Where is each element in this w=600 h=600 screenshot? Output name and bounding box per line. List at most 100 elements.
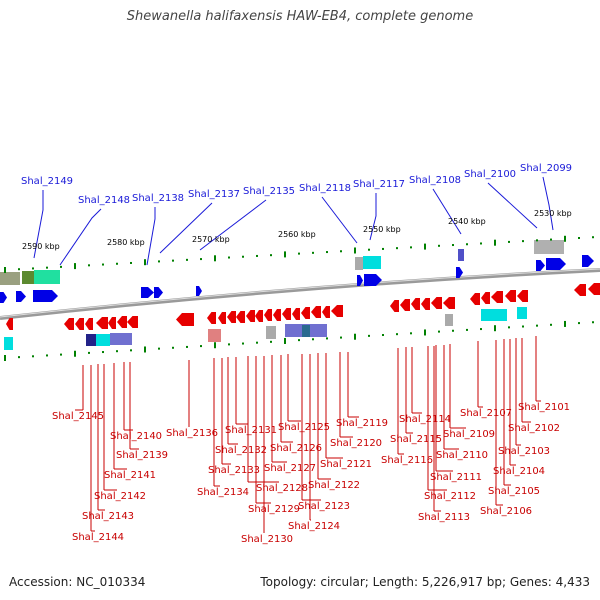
scale-dot [326,337,328,340]
forward-gene-arrow [546,258,566,270]
reverse-gene-arrow [470,293,480,305]
scale-dot [368,248,370,251]
scale-dot [18,356,20,359]
scale-dot [340,250,342,253]
scale-dot [228,343,230,346]
scale-dot [424,329,426,336]
leader-line [321,196,358,244]
gene-label-bottom: Shal_2133 [208,465,260,476]
scale-dot [172,259,174,262]
gene-label-bottom: Shal_2131 [225,425,277,436]
gene-label-bottom: Shal_2110 [436,450,488,461]
scale-tick-label: 2570 kbp [192,235,230,244]
reverse-gene-arrow [322,306,330,318]
gene-label-bottom: Shal_2122 [308,480,360,491]
reverse-gene-arrow [255,310,263,322]
gene-label-bottom: Shal_2141 [104,470,156,481]
scale-dot [186,345,188,348]
feature-box [96,334,110,346]
scale-dot [214,255,216,262]
gene-label-bottom: Shal_2134 [197,487,249,498]
scale-dot [74,263,76,270]
reverse-gene-arrow [400,299,410,311]
scale-dot [312,251,314,254]
scale-dot [578,322,580,325]
scale-dot [480,242,482,245]
reverse-gene-arrow [273,309,281,321]
feature-box [363,256,381,269]
scale-dot [410,332,412,335]
scale-dot [354,247,356,254]
reverse-gene-arrow [6,318,13,330]
gene-label-bottom: Shal_2111 [430,472,482,483]
scale-dot [60,353,62,356]
gene-label-bottom: Shal_2107 [460,408,512,419]
genome-backbone [0,268,600,320]
scale-dot [466,328,468,331]
scale-dot [4,355,6,361]
scale-dot [18,268,20,271]
reverse-gene-arrow [236,311,245,323]
gene-label-bottom: Shal_2102 [508,423,560,434]
gene-label-bottom: Shal_2139 [116,450,168,461]
gene-label-bottom: Shal_2136 [166,428,218,439]
reverse-gene-arrow [85,318,93,330]
forward-gene-arrow [582,255,594,267]
scale-dot [158,347,160,350]
scale-dot [508,240,510,243]
gene-label-bottom: Shal_2114 [399,414,451,425]
scale-dot [536,239,538,242]
scale-dot [410,246,412,249]
gene-label-bottom: Shal_2123 [298,501,350,512]
gene-label-top: Shal_2149 [21,176,73,187]
scale-tick-label: 2530 kbp [534,209,572,218]
forward-gene-arrow [364,274,382,286]
scale-dot [592,236,594,239]
genome-summary: Topology: circular; Length: 5,226,917 bp… [260,575,590,589]
gene-label-bottom: Shal_2113 [418,512,470,523]
reverse-gene-arrow [301,307,310,319]
scale-dot [270,254,272,257]
feature-box [4,337,13,350]
reverse-gene-arrow [117,316,127,328]
gene-label-bottom: Shal_2143 [82,511,134,522]
feature-box [302,325,310,337]
scale-dot [522,240,524,243]
scale-dot [144,259,146,266]
leader-line [59,208,102,266]
gene-label-bottom: Shal_2130 [241,534,293,545]
forward-gene-arrow [357,275,363,286]
leader-line [432,188,462,235]
gene-label-bottom: Shal_2109 [443,429,495,440]
reverse-gene-arrow [127,316,138,328]
gene-label-bottom: Shal_2144 [72,532,124,543]
gene-label-bottom: Shal_2120 [330,438,382,449]
gene-label-bottom: Shal_2140 [110,431,162,442]
scale-dot [186,258,188,261]
reverse-gene-arrow [311,306,321,318]
scale-dot [550,323,552,326]
gene-label-bottom: Shal_2142 [94,491,146,502]
scale-dot [592,321,594,324]
feature-box [517,307,527,319]
scale-tick-label: 2580 kbp [107,238,145,247]
scale-dot [130,349,132,352]
gene-label-top: Shal_2135 [243,186,295,197]
scale-dot [32,267,34,270]
gene-label-bottom: Shal_2105 [488,486,540,497]
accession-text: Accession: NC_010334 [9,575,146,589]
scale-dot [494,325,496,332]
leader-line [33,190,44,259]
scale-dot [284,337,286,344]
scale-dot [480,328,482,331]
forward-gene-arrow [16,291,26,302]
scale-dot [116,350,118,353]
reverse-gene-arrow [108,317,116,329]
reverse-gene-arrow [207,312,216,324]
feature-box [0,272,20,285]
scale-dot [88,351,90,354]
gene-label-bottom: Shal_2101 [518,402,570,413]
feature-box [355,257,363,270]
scale-dot [32,355,34,358]
scale-dot [550,238,552,241]
